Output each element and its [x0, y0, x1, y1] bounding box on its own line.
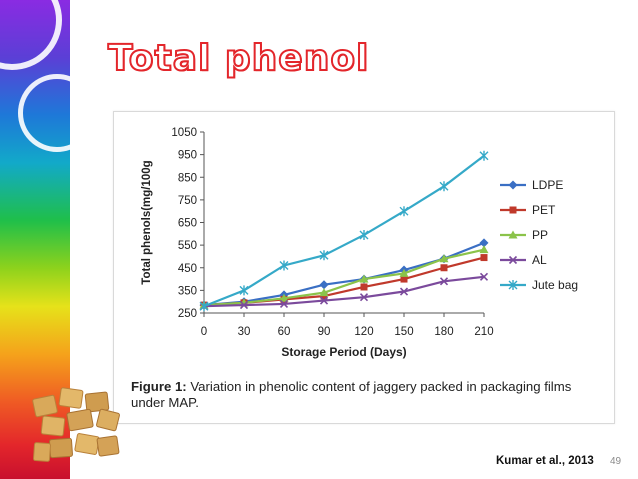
data-point-al — [319, 296, 329, 305]
y-tick-label: 850 — [178, 172, 197, 184]
slide-number: 49 — [610, 456, 622, 467]
data-point-al — [279, 299, 289, 309]
data-point-jute-bag — [279, 260, 289, 271]
data-point-jute-bag — [319, 250, 329, 261]
legend-marker-al — [508, 255, 518, 265]
data-point-pp — [319, 288, 329, 297]
data-point-jute-bag — [239, 285, 249, 296]
y-tick-label: 550 — [178, 240, 197, 252]
data-point-al — [359, 293, 369, 302]
legend-marker-pet — [509, 206, 517, 214]
data-point-pp — [439, 254, 449, 263]
legend-label-pet: PET — [532, 203, 556, 217]
x-tick-label: 90 — [318, 326, 331, 338]
legend-label-jute-bag: Jute bag — [532, 278, 578, 292]
caption-lead: Figure 1: — [131, 379, 187, 394]
series-line-al — [203, 275, 485, 308]
chart: 250 350 450 550 650 750 850 950 1050 0 30 60 90 120 15… — [141, 127, 578, 359]
legend-label-pp: PP — [532, 228, 548, 242]
x-tick-label: 60 — [278, 326, 291, 338]
data-point-pp — [359, 274, 369, 283]
y-tick-label: 950 — [178, 150, 197, 162]
legend-marker-ldpe — [508, 180, 518, 190]
legend-marker-pp — [508, 230, 518, 239]
caption-text: Variation in phenolic content of jaggery… — [131, 379, 572, 410]
legend-label-ldpe: LDPE — [532, 178, 563, 192]
data-point-pet — [400, 275, 408, 283]
legend-label-al: AL — [532, 253, 547, 267]
jaggery-image — [32, 387, 120, 462]
data-point-pet — [360, 283, 368, 291]
data-point-pp — [479, 245, 489, 254]
x-tick-label: 180 — [434, 326, 453, 338]
x-tick-label: 30 — [238, 326, 251, 338]
chart-card: 250 350 450 550 650 750 850 950 1050 0 30 60 90 120 15… — [113, 111, 615, 424]
y-tick-label: 750 — [178, 195, 197, 207]
data-point-al — [479, 272, 489, 281]
data-point-ldpe — [319, 280, 329, 290]
x-axis-label: Storage Period (Days) — [281, 345, 406, 359]
y-tick-label: 1050 — [171, 127, 197, 139]
data-point-pet — [440, 264, 448, 272]
decorative-ring — [18, 74, 70, 152]
series-line-ldpe — [203, 241, 485, 307]
data-point-al — [439, 277, 449, 286]
legend-marker-jute-bag — [508, 280, 518, 290]
data-point-ldpe — [479, 238, 489, 248]
data-point-pet — [480, 254, 488, 262]
y-tick-label: 350 — [178, 285, 197, 297]
data-point-jute-bag — [199, 301, 209, 312]
data-point-jute-bag — [359, 229, 369, 240]
series-line-pp — [203, 248, 485, 307]
data-point-pp — [399, 268, 409, 277]
x-tick-label: 150 — [394, 326, 413, 338]
data-point-jute-bag — [399, 206, 409, 217]
page-title: Total phenol — [107, 37, 370, 80]
y-tick-label: 250 — [178, 308, 197, 320]
data-point-jute-bag — [439, 181, 449, 192]
x-tick-label: 210 — [474, 326, 493, 338]
x-tick-label: 0 — [201, 326, 207, 338]
data-point-al — [239, 301, 249, 310]
x-tick-label: 120 — [354, 326, 373, 338]
decorative-ring — [0, 0, 62, 70]
data-point-al — [399, 287, 409, 296]
y-tick-label: 450 — [178, 263, 197, 275]
y-tick-label: 650 — [178, 218, 197, 230]
citation: Kumar et al., 2013 — [496, 455, 594, 467]
figure-caption: Figure 1: Variation in phenolic content … — [131, 379, 601, 411]
data-point-jute-bag — [479, 150, 489, 161]
data-point-pp — [279, 293, 289, 302]
y-axis-label: Total phenols(mg/100g — [141, 160, 153, 284]
series-line-jute-bag — [203, 154, 485, 308]
